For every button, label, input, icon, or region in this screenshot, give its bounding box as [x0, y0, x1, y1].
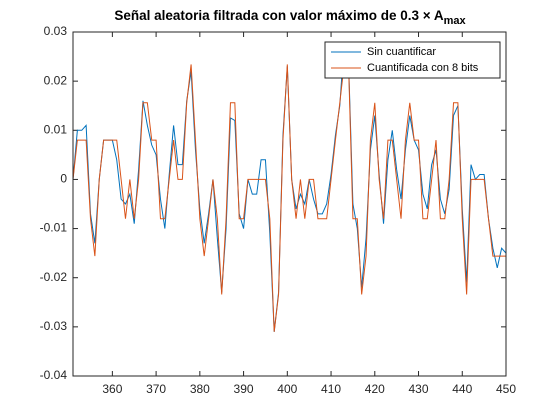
- legend-label: Sin cuantificar: [367, 46, 436, 58]
- plot-area: [73, 32, 506, 376]
- x-tick-label: 440: [452, 382, 472, 396]
- y-tick-label: 0.02: [44, 73, 68, 87]
- legend-label: Cuantificada con 8 bits: [367, 62, 479, 74]
- legend-box: [324, 41, 501, 79]
- x-tick-label: 410: [321, 382, 341, 396]
- x-tick-label: 370: [146, 382, 166, 396]
- x-tick-label: 360: [102, 382, 122, 396]
- y-tick-label: -0.04: [40, 368, 68, 382]
- y-tick-label: 0.03: [44, 24, 68, 38]
- y-tick-label: -0.01: [40, 221, 68, 235]
- x-tick-label: 400: [277, 382, 297, 396]
- x-tick-label: 390: [234, 382, 254, 396]
- title-main: Señal aleatoria filtrada con valor máxim…: [114, 8, 444, 23]
- chart-title: Señal aleatoria filtrada con valor máxim…: [114, 8, 466, 27]
- x-tick-label: 380: [190, 382, 210, 396]
- axes-box: [72, 31, 507, 377]
- x-tick-label: 430: [409, 382, 429, 396]
- data-line: [72, 63, 506, 332]
- y-tick-label: 0: [60, 172, 67, 186]
- y-tick-label: 0.01: [44, 122, 68, 136]
- y-tick-label: -0.02: [40, 270, 68, 284]
- x-tick-label: 450: [496, 382, 516, 396]
- title-subscript: max: [444, 15, 467, 27]
- x-tick-label: 420: [365, 382, 385, 396]
- y-tick-label: -0.03: [40, 319, 68, 333]
